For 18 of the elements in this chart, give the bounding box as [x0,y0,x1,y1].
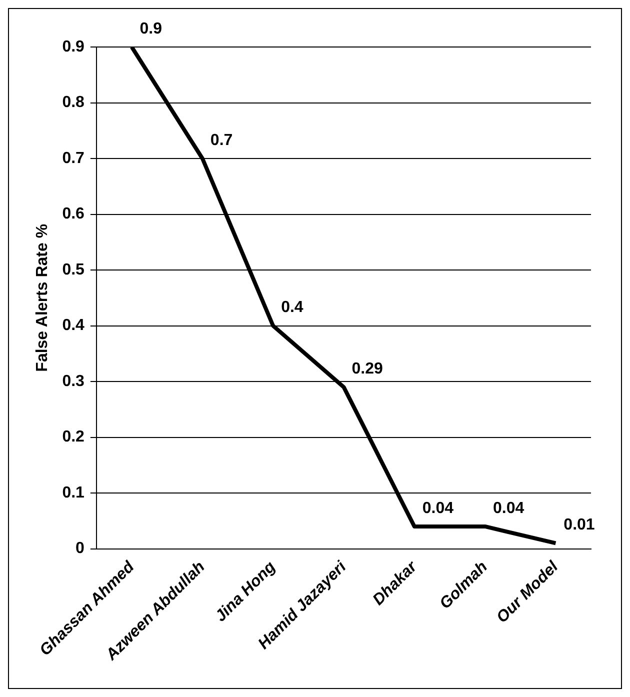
y-tick-label: 0.9 [62,38,85,56]
y-tick-label: 0.3 [62,372,85,390]
data-label: 0.4 [281,299,304,316]
data-label: 0.04 [493,500,524,517]
data-label: 0.29 [352,360,383,378]
y-tick-label: 0.8 [62,94,85,112]
y-tick-label: 0.7 [62,150,85,167]
y-tick-label: 0.6 [62,206,85,223]
y-tick-label: 0.5 [62,261,85,278]
y-tick-label: 0.2 [62,428,85,446]
data-label: 0.7 [210,132,233,149]
y-axis-title: False Alerts Rate % [34,224,52,372]
y-tick-label: 0.1 [62,484,85,502]
data-label: 0.01 [564,516,595,534]
data-label: 0.04 [422,500,454,517]
y-tick-label: 0.4 [62,317,85,334]
y-tick-label: 0 [76,540,85,558]
data-label: 0.9 [140,20,162,38]
